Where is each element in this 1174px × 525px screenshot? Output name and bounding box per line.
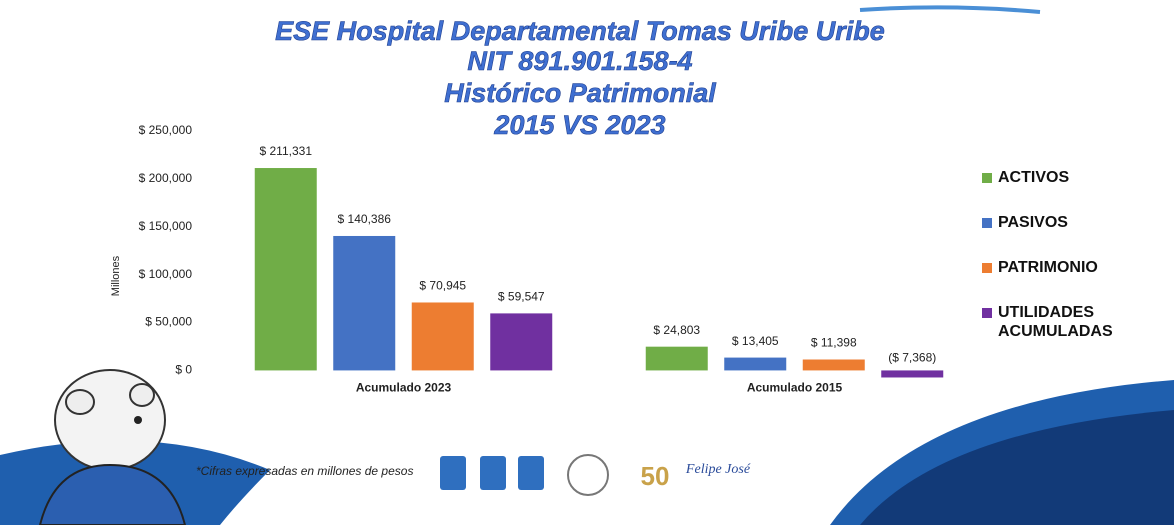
legend-swatch [982, 263, 992, 273]
logos: 50 [440, 454, 670, 496]
x-tick-label: Acumulado 2023 [356, 381, 452, 395]
value-label: $ 13,405 [732, 334, 779, 348]
value-label: ($ 7,368) [888, 351, 936, 365]
decor-swoosh [860, 410, 1174, 525]
y-tick-label: $ 50,000 [145, 315, 192, 329]
legend-swatch [982, 308, 992, 318]
chart-title: 2015 VS 2023 [493, 110, 665, 140]
value-label: $ 70,945 [419, 279, 466, 293]
value-label: $ 211,331 [260, 144, 313, 158]
legend: ACTIVOS PASIVOS PATRIMONIO UTILIDADES ACUMU… [982, 168, 1152, 367]
bar [411, 302, 474, 371]
value-label: $ 24,803 [653, 323, 700, 337]
value-label: $ 11,398 [811, 336, 857, 350]
chart-title: NIT 891.901.158-4 [467, 46, 692, 76]
legend-label: PASIVOS [998, 214, 1068, 231]
legend-swatch [982, 218, 992, 228]
legend-label: UTILIDADES ACUMULADAS [998, 304, 1113, 340]
legend-label: PATRIMONIO [998, 259, 1098, 276]
svg-text:50: 50 [641, 461, 670, 491]
y-axis-label: Millones [110, 255, 122, 296]
legend-item: UTILIDADES ACUMULADAS [982, 303, 1152, 341]
signature: Felipe José [685, 462, 751, 477]
y-tick-label: $ 200,000 [139, 171, 193, 185]
legend-item: PATRIMONIO [982, 258, 1152, 277]
bar [490, 313, 553, 371]
bar [645, 346, 708, 371]
x-tick-label: Acumulado 2015 [747, 381, 843, 395]
y-tick-label: $ 150,000 [139, 219, 193, 233]
y-tick-label: $ 250,000 [139, 123, 193, 137]
legend-item: PASIVOS [982, 213, 1152, 232]
bar [724, 357, 787, 371]
chart-title: Histórico Patrimonial [444, 78, 716, 108]
y-tick-label: $ 0 [175, 363, 192, 377]
bar [333, 235, 396, 371]
legend-label: ACTIVOS [998, 169, 1070, 186]
footnote: *Cifras expresadas en millones de pesos [196, 464, 413, 478]
y-tick-label: $ 100,000 [139, 267, 193, 281]
value-label: $ 140,386 [338, 212, 392, 226]
bar [802, 359, 865, 371]
decor-line [859, 5, 1041, 14]
value-label: $ 59,547 [498, 290, 545, 304]
legend-item: ACTIVOS [982, 168, 1152, 187]
chart-title: ESE Hospital Departamental Tomas Uribe U… [275, 16, 885, 46]
mascot [38, 369, 187, 525]
bar [254, 168, 317, 371]
bar [881, 370, 944, 378]
legend-swatch [982, 173, 992, 183]
